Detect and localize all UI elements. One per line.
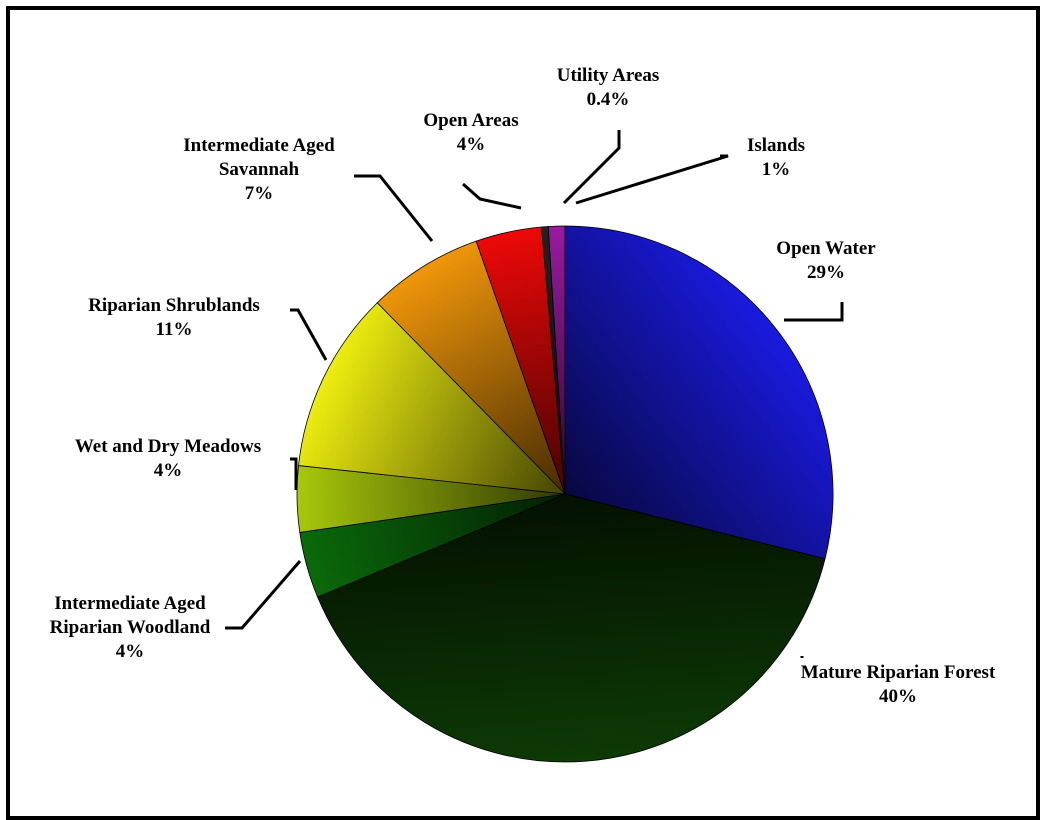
category-label-mature-riparian-forest: Mature Riparian Forest [801,662,996,683]
pie-chart: Open Water 29% Mature Riparian Forest 40% In… [50,65,996,763]
pie-slice-mature-riparian-forest [317,493,826,763]
category-label-intermediate-aged-riparian-woodland: Intermediate Aged [54,593,206,614]
value-label-intermediate-aged-savannah: 7% [245,183,274,204]
value-label-mature-riparian-forest: 40% [879,686,917,707]
leader-line-open-water [784,302,844,322]
category-label-riparian-shrublands: Riparian Shrublands [88,295,260,316]
leader-line-riparian-shrublands [290,308,328,361]
value-label-open-water: 29% [807,262,845,283]
value-label-open-areas: 4% [457,134,486,155]
leader-line-open-areas [462,182,522,210]
leader-line-intermediate-aged-savannah [354,174,434,242]
pie-slice-riparian-shrublands [298,302,567,495]
value-label-wet-and-dry-meadows: 4% [154,460,183,481]
category-label-islands: Islands [747,135,805,156]
value-label-utility-areas: 0.4% [587,89,630,110]
leader-line-intermediate-aged-riparian-woodland [225,560,302,630]
category-label-intermediate-aged-savannah: Intermediate Aged [183,135,335,156]
leader-line-utility-areas [562,130,621,205]
value-label-intermediate-aged-riparian-woodland: 4% [116,641,145,662]
leader-line-wet-and-dry-meadows [290,457,298,490]
leader-line-islands [575,154,729,205]
category-label-utility-areas: Utility Areas [557,65,660,86]
chart-frame: Open Water 29% Mature Riparian Forest 40% In… [6,6,1040,820]
category-label-intermediate-aged-savannah: Savannah [219,159,300,180]
category-label-open-water: Open Water [776,238,876,259]
value-label-riparian-shrublands: 11% [156,319,193,340]
category-label-wet-and-dry-meadows: Wet and Dry Meadows [75,436,261,457]
category-label-intermediate-aged-riparian-woodland: Riparian Woodland [50,617,211,638]
category-label-open-areas: Open Areas [423,110,518,131]
pie-slice-open-water [564,225,834,560]
pie-slice-intermediate-aged-savannah [376,240,566,495]
value-label-islands: 1% [762,159,791,180]
pie-slice-islands [547,225,566,495]
